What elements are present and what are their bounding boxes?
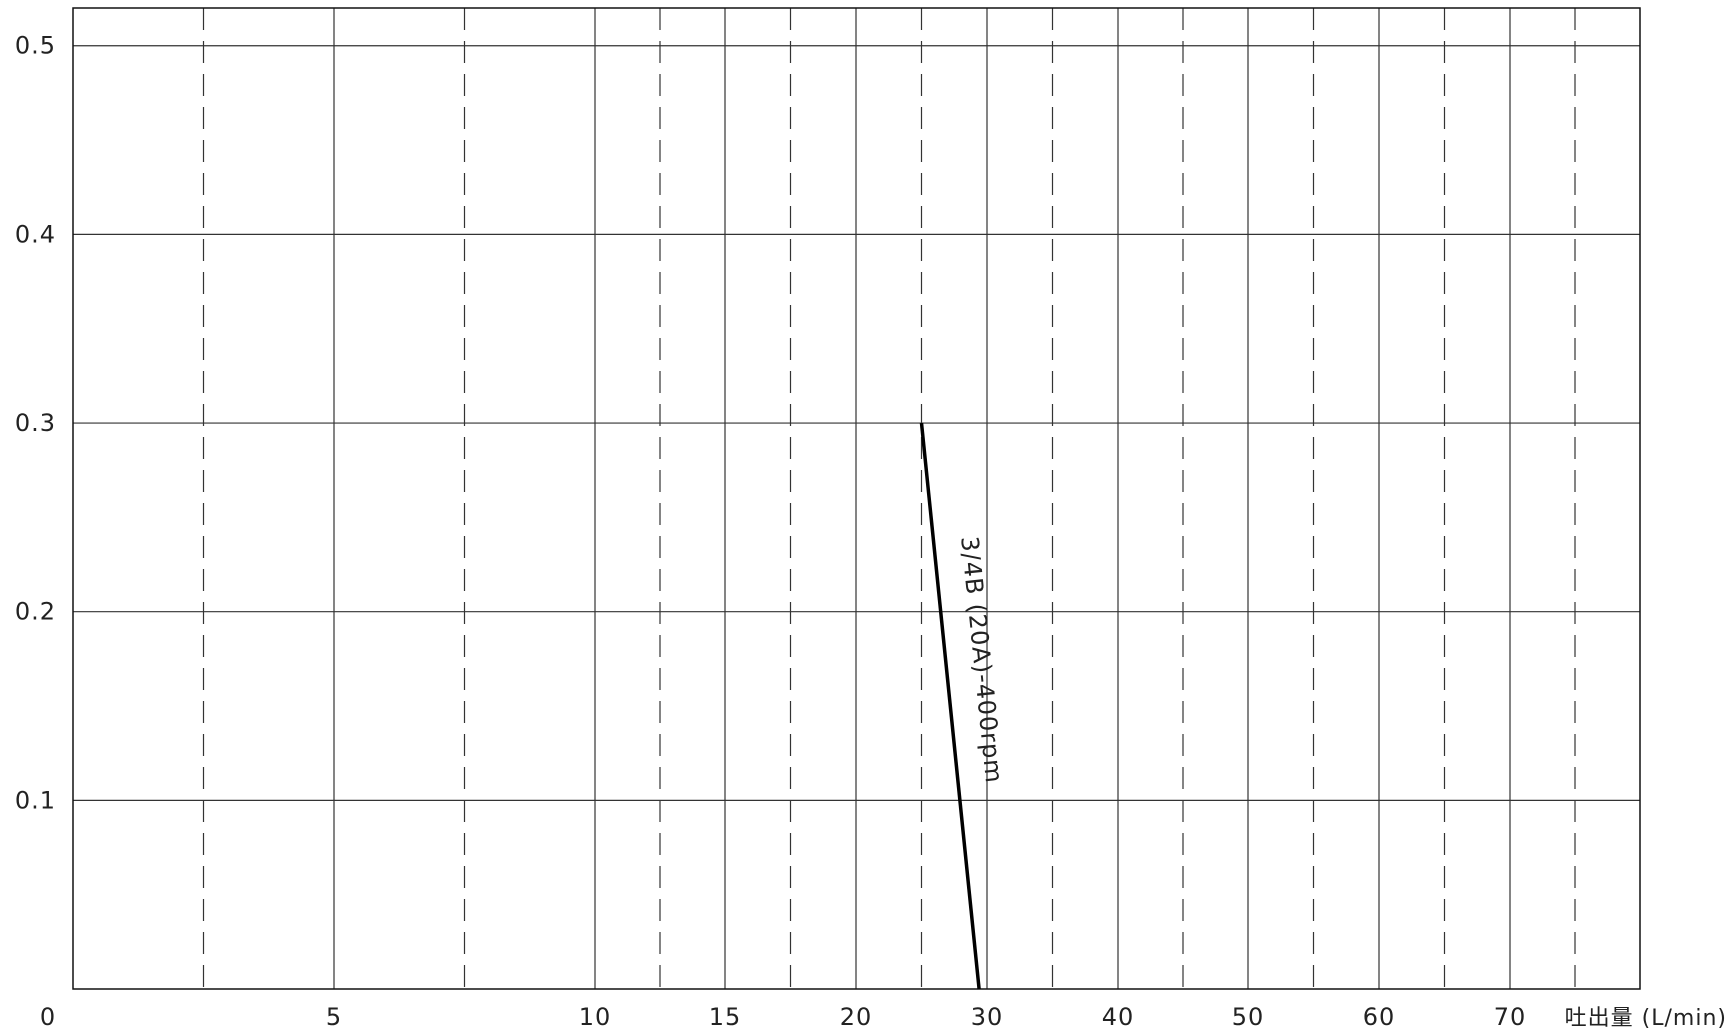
y-tick-label: 0.4 [15,220,56,248]
x-tick-label: 30 [971,1003,1004,1029]
x-tick-label: 0 [40,1003,56,1029]
plot-frame [72,7,1641,990]
grid-minor [202,8,1576,989]
x-tick-label: 10 [579,1003,612,1029]
x-tick-label: 50 [1232,1003,1265,1029]
series-layer: 3/4B (20A)-400rpm [919,422,1008,990]
x-axis-label: 吐出量 (L/min) [1565,1006,1727,1029]
x-tick-label: 70 [1494,1003,1527,1029]
y-axis-ticks: 0.1 0.2 0.3 0.4 0.5 [15,32,56,815]
x-tick-label: 15 [709,1003,742,1029]
x-tick-label: 60 [1363,1003,1396,1029]
series-line [919,422,981,990]
y-tick-label: 0.2 [15,598,56,626]
y-tick-label: 0.3 [15,409,56,437]
x-tick-label: 40 [1102,1003,1135,1029]
x-tick-label: 20 [840,1003,873,1029]
series-label: 3/4B (20A)-400rpm [955,535,1008,785]
y-tick-label: 0.1 [15,786,56,814]
x-axis-ticks: 0 5 10 15 20 30 40 50 60 70 [40,1003,1527,1029]
grid-major [73,8,1640,989]
y-tick-label: 0.5 [15,32,56,60]
x-tick-label: 5 [326,1003,342,1029]
